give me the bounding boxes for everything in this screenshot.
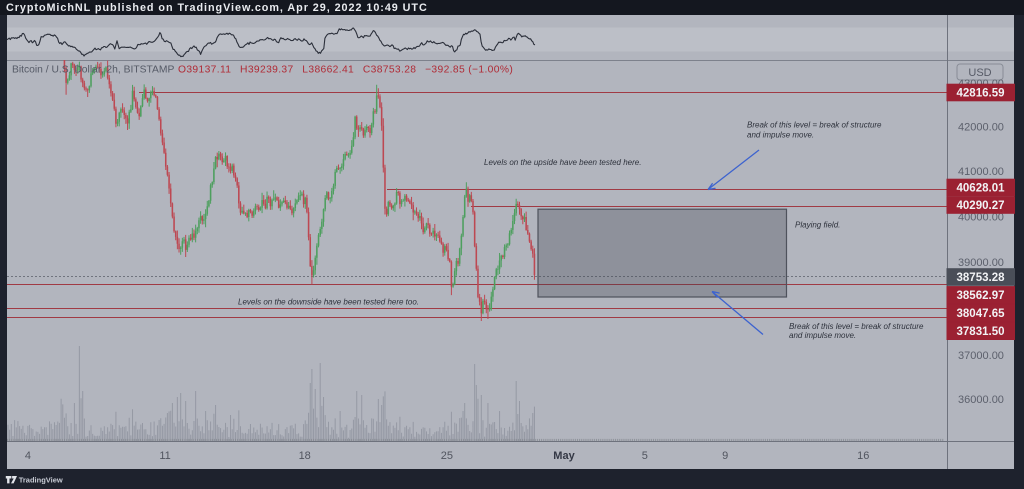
svg-text:4: 4 — [25, 450, 31, 462]
svg-text:42000.00: 42000.00 — [958, 121, 1004, 133]
svg-text:9: 9 — [722, 450, 728, 462]
svg-text:Bitcoin / U.S. Dollar, 2h, BIT: Bitcoin / U.S. Dollar, 2h, BITSTAMP — [12, 65, 174, 76]
svg-text:40000.00: 40000.00 — [958, 211, 1004, 223]
svg-text:Levels on the upside have been: Levels on the upside have been tested he… — [484, 158, 641, 167]
svg-text:42816.59: 42816.59 — [957, 88, 1005, 100]
svg-text:Playing field.: Playing field. — [795, 221, 840, 230]
svg-text:38562.97: 38562.97 — [957, 290, 1005, 302]
svg-text:11: 11 — [159, 450, 170, 462]
svg-text:37000.00: 37000.00 — [958, 350, 1004, 362]
svg-text:CryptoMichNL published on Trad: CryptoMichNL published on TradingView.co… — [6, 2, 428, 14]
svg-text:40628.01: 40628.01 — [957, 183, 1006, 195]
svg-text:18: 18 — [299, 450, 311, 462]
svg-text:Break of this level = break of: Break of this level = break of structure — [789, 322, 924, 331]
svg-text:39000.00: 39000.00 — [958, 257, 1004, 269]
svg-text:May: May — [553, 450, 575, 462]
svg-text:O39137.11 H39239.37 L38662.4: O39137.11 H39239.37 L38662.41 C38753.28 … — [178, 65, 513, 76]
svg-text:Break of this level = break of: Break of this level = break of structure — [747, 121, 882, 130]
svg-text:38047.65: 38047.65 — [957, 308, 1006, 320]
svg-text:and impulse move.: and impulse move. — [747, 131, 814, 140]
svg-text:16: 16 — [857, 450, 869, 462]
svg-text:Levels on the downside have be: Levels on the downside have been tested … — [238, 298, 419, 307]
svg-text:36000.00: 36000.00 — [958, 394, 1004, 406]
svg-text:37831.50: 37831.50 — [957, 326, 1005, 338]
svg-text:40290.27: 40290.27 — [957, 200, 1005, 212]
svg-text:25: 25 — [441, 450, 453, 462]
svg-text:41000.00: 41000.00 — [958, 166, 1004, 178]
svg-text:5: 5 — [642, 450, 648, 462]
svg-text:USD: USD — [968, 67, 991, 79]
svg-text:and impulse move.: and impulse move. — [789, 331, 856, 340]
svg-text:38753.28: 38753.28 — [957, 272, 1006, 284]
svg-text:TradingView: TradingView — [19, 476, 63, 485]
